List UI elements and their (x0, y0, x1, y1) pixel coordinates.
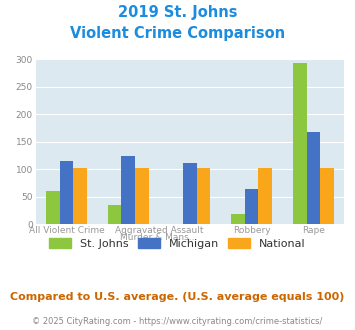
Bar (121, 156, 135, 224)
Text: Aggravated Assault: Aggravated Assault (115, 226, 203, 235)
Bar (293, 63, 307, 224)
Bar (73, 168, 87, 224)
Text: Violent Crime Comparison: Violent Crime Comparison (70, 26, 285, 41)
Legend: St. Johns, Michigan, National: St. Johns, Michigan, National (45, 234, 310, 253)
Bar (183, 163, 197, 224)
Text: Robbery: Robbery (233, 226, 271, 235)
Text: Compared to U.S. average. (U.S. average equals 100): Compared to U.S. average. (U.S. average … (10, 292, 345, 302)
Bar (245, 189, 258, 224)
Text: Rape: Rape (302, 226, 325, 235)
Bar (46, 191, 60, 224)
Bar (231, 214, 245, 224)
Bar (197, 168, 210, 224)
Text: All Violent Crime: All Violent Crime (28, 226, 104, 235)
Bar (320, 168, 334, 224)
Bar (60, 161, 73, 224)
Text: © 2025 CityRating.com - https://www.cityrating.com/crime-statistics/: © 2025 CityRating.com - https://www.city… (32, 317, 323, 326)
Text: Murder & Mans...: Murder & Mans... (120, 233, 198, 242)
Text: 2019 St. Johns: 2019 St. Johns (118, 5, 237, 20)
Bar (135, 168, 148, 224)
Bar (108, 205, 121, 224)
Bar (307, 132, 320, 224)
Bar (258, 168, 272, 224)
